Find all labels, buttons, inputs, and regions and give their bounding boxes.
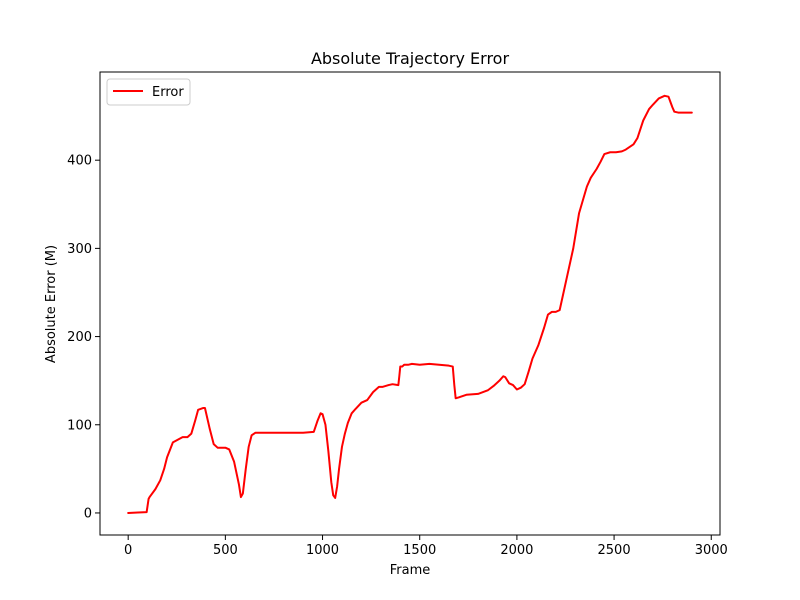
legend: Error <box>106 78 191 106</box>
y-tick-label: 100 <box>67 418 92 433</box>
y-axis-title: Absolute Error (M) <box>44 245 59 363</box>
x-tick-label: 500 <box>213 543 238 558</box>
legend-frame <box>106 78 191 106</box>
x-tick-label: 3000 <box>695 543 728 558</box>
x-tick-label: 2500 <box>598 543 631 558</box>
plot-frame <box>99 71 721 536</box>
series-line-error <box>127 94 693 514</box>
x-tick-label: 0 <box>124 543 132 558</box>
y-tick-label: 400 <box>67 154 92 169</box>
y-tick-label: 300 <box>67 242 92 257</box>
plot-area: 0 500 1000 1500 2000 2500 3000 0 100 200 300 400 <box>67 71 728 558</box>
legend-label-error: Error <box>152 85 184 100</box>
chart-title: Absolute Trajectory Error <box>311 49 510 68</box>
y-tick-label: 0 <box>84 506 92 521</box>
x-tick-label: 1000 <box>306 543 339 558</box>
y-tick-label: 200 <box>67 330 92 345</box>
x-axis-title: Frame <box>390 563 431 578</box>
x-tick-label: 2000 <box>500 543 533 558</box>
x-tick-label: 1500 <box>403 543 436 558</box>
